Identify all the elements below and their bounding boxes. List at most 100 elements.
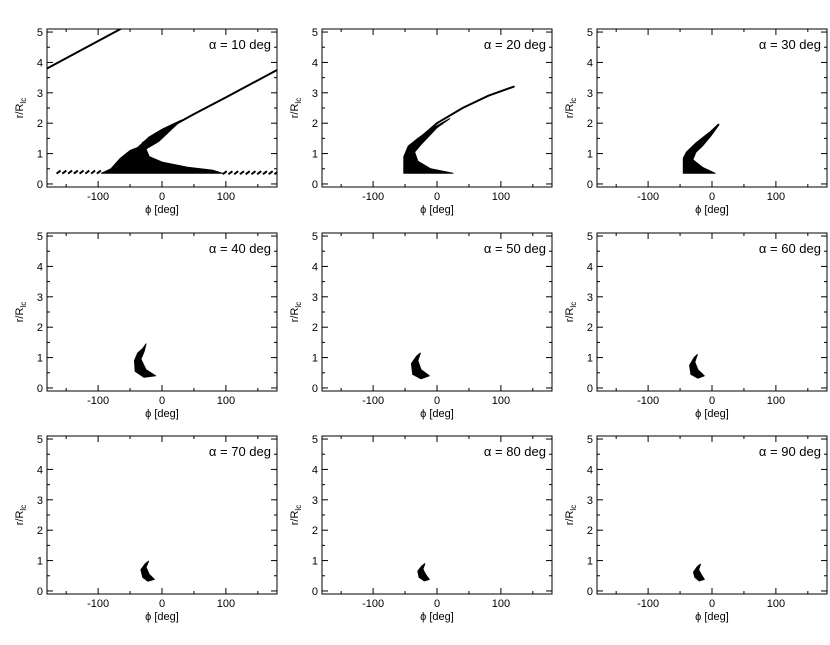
y-axis-label: r/Rlc	[289, 98, 303, 118]
panel-4: -100 0 100 0 1 2 3 4 5 ϕ [deg] r/Rlc α = 40 deg	[14, 231, 278, 420]
y-axis-label-sub: lc	[569, 505, 578, 511]
data-line-1	[698, 123, 720, 144]
data-region-1	[403, 118, 454, 174]
y-axis-label-main: r/R	[564, 308, 576, 323]
data-region-1	[410, 352, 430, 380]
y-tick-label: 4	[587, 57, 593, 69]
panel-7: -100 0 100 0 1 2 3 4 5 ϕ [deg] r/Rlc α = 70 deg	[14, 434, 278, 623]
y-tick-label: 3	[587, 292, 593, 304]
y-axis-label: r/Rlc	[289, 505, 303, 525]
x-tick-label: -100	[362, 191, 384, 203]
data-layer	[689, 354, 705, 379]
y-axis-label-sub: lc	[294, 98, 303, 104]
x-tick-label: 100	[767, 395, 785, 407]
y-tick-label: 3	[312, 88, 318, 100]
data-layer	[417, 563, 430, 582]
y-tick-label: 5	[312, 231, 318, 243]
y-tick-label: 2	[312, 118, 318, 130]
x-tick-label: -100	[637, 395, 659, 407]
y-tick-label: 2	[37, 525, 43, 537]
y-axis-label-main: r/R	[289, 104, 301, 119]
x-tick-label: -100	[637, 598, 659, 610]
x-tick-label: 100	[217, 598, 235, 610]
data-dash	[227, 170, 234, 176]
panel-alpha-label: α = 20 deg	[484, 37, 546, 52]
data-dash	[239, 170, 245, 176]
y-tick-label: 0	[587, 383, 593, 395]
data-dash-group-1	[55, 169, 102, 175]
panel-alpha-label: α = 60 deg	[759, 241, 821, 256]
y-tick-label: 1	[587, 556, 593, 568]
x-tick-label: -100	[87, 598, 109, 610]
panel-5: -100 0 100 0 1 2 3 4 5 ϕ [deg] r/Rlc α = 50 deg	[289, 231, 553, 420]
data-layer	[410, 352, 430, 380]
x-tick-label: 0	[709, 395, 715, 407]
y-tick-label: 3	[37, 292, 43, 304]
panel-alpha-label: α = 70 deg	[209, 444, 271, 459]
data-region-1	[140, 560, 155, 582]
y-tick-label: 0	[37, 179, 43, 191]
y-tick-label: 1	[37, 353, 43, 365]
y-axis-label-main: r/R	[14, 308, 26, 323]
y-axis-label: r/Rlc	[289, 302, 303, 322]
y-tick-label: 1	[37, 556, 43, 568]
data-region-1	[689, 354, 705, 379]
x-tick-label: 0	[434, 191, 440, 203]
data-region-1	[100, 119, 224, 174]
data-layer	[134, 343, 157, 378]
y-tick-label: 5	[312, 27, 318, 39]
y-tick-label: 1	[587, 353, 593, 365]
y-tick-label: 0	[312, 179, 318, 191]
x-tick-label: 0	[709, 191, 715, 203]
y-tick-label: 3	[37, 88, 43, 100]
x-tick-label: 0	[434, 598, 440, 610]
y-tick-label: 4	[587, 261, 593, 273]
y-tick-label: 2	[37, 322, 43, 334]
x-tick-label: 100	[492, 191, 510, 203]
data-region-1	[417, 563, 430, 582]
y-tick-label: 1	[37, 149, 43, 161]
y-axis-label-main: r/R	[14, 511, 26, 526]
data-layer	[693, 563, 705, 582]
data-dash	[61, 169, 67, 175]
plot-frame	[596, 435, 828, 595]
y-tick-label: 4	[37, 464, 43, 476]
y-tick-label: 1	[312, 149, 318, 161]
y-tick-label: 4	[312, 464, 318, 476]
y-tick-label: 4	[587, 464, 593, 476]
y-tick-label: 3	[312, 292, 318, 304]
y-axis-label: r/Rlc	[14, 98, 28, 118]
data-layer	[403, 85, 515, 174]
plot-frame	[596, 232, 828, 392]
y-axis-label-sub: lc	[294, 505, 303, 511]
x-tick-label: 0	[434, 395, 440, 407]
data-dash	[262, 170, 268, 176]
y-axis-label-sub: lc	[294, 302, 303, 308]
y-axis-label-sub: lc	[19, 98, 28, 104]
x-tick-label: 100	[767, 598, 785, 610]
y-tick-label: 5	[587, 231, 593, 243]
x-tick-label: 0	[709, 598, 715, 610]
panel-alpha-label: α = 40 deg	[209, 241, 271, 256]
y-tick-label: 4	[37, 261, 43, 273]
x-axis-label: ϕ [deg]	[420, 204, 454, 216]
x-tick-label: 100	[217, 191, 235, 203]
x-axis-label: ϕ [deg]	[145, 611, 179, 623]
y-axis-label-main: r/R	[289, 308, 301, 323]
y-tick-label: 1	[312, 556, 318, 568]
x-axis-label: ϕ [deg]	[695, 408, 729, 420]
data-dash	[78, 169, 85, 175]
y-tick-label: 3	[587, 88, 593, 100]
y-axis-label-main: r/R	[564, 104, 576, 119]
panel-alpha-label: α = 80 deg	[484, 444, 546, 459]
x-axis-label: ϕ [deg]	[420, 611, 454, 623]
plot-frame	[596, 28, 828, 188]
x-axis-label: ϕ [deg]	[420, 408, 454, 420]
y-axis-label-sub: lc	[19, 505, 28, 511]
y-tick-label: 0	[587, 586, 593, 598]
plot-frame	[46, 232, 278, 392]
y-tick-label: 3	[37, 495, 43, 507]
y-tick-label: 3	[312, 495, 318, 507]
y-tick-label: 1	[587, 149, 593, 161]
data-dash	[84, 169, 90, 175]
